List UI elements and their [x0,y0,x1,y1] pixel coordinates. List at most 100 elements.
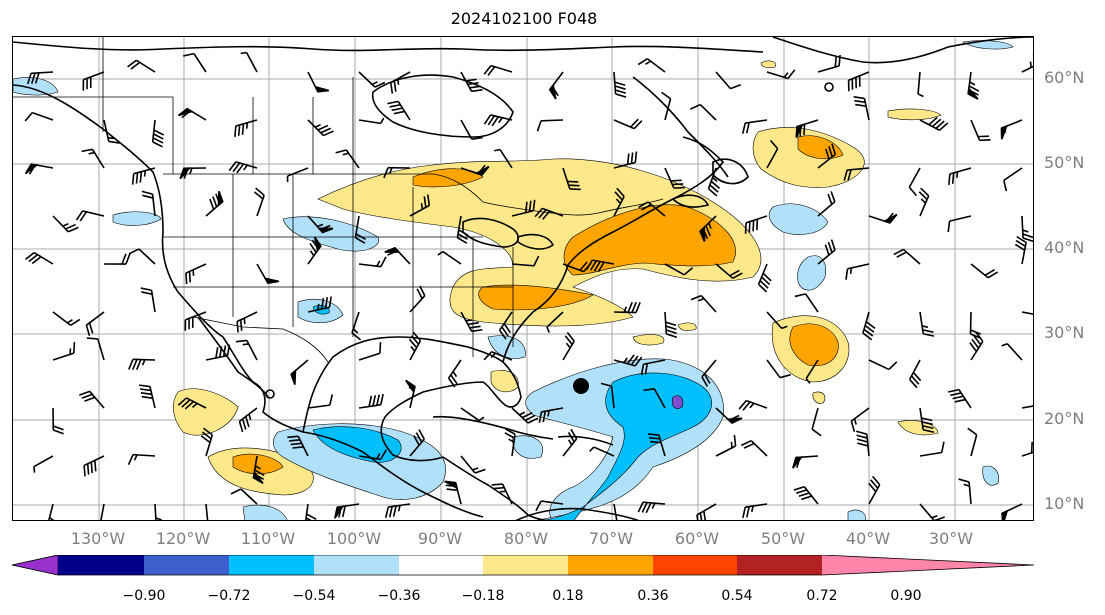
wind-barb [855,430,870,457]
wind-barb [405,379,416,409]
wind-barb [696,503,717,520]
colorbar-tick-label: −0.36 [377,588,421,604]
coastline-island [265,389,275,399]
wind-barb [868,212,898,224]
coastline-baja [197,316,269,398]
wind-barb [967,71,980,100]
wind-barb [1003,167,1023,192]
wind-barb [715,434,737,457]
wind-barb [908,359,922,389]
wind-barb [817,143,837,169]
wind-barb [151,119,165,148]
colorbar-segment-under [11,555,59,576]
wind-barb [1000,119,1023,140]
wind-barb [546,311,564,333]
wind-barb [511,255,540,267]
wind-barb [307,119,334,137]
wind-barb [970,263,999,279]
wind-barb [613,118,643,130]
anomaly-positive-light-region [677,322,697,331]
wind-barb [460,71,483,93]
anomaly-positive-mid-region [563,204,736,276]
wind-barb [103,253,131,265]
colorbar-segment [399,555,483,575]
anomaly-positive-light-region [887,108,942,121]
anomaly-negative-light-region [768,203,829,235]
wind-barb [85,311,105,336]
wind-barb [75,210,105,222]
wind-barb [358,256,387,268]
wind-barb [25,251,54,265]
coastline-canada-north [13,41,764,53]
colorbar-segment [568,555,653,575]
wind-barb [757,263,772,293]
wind-barb [240,51,258,73]
wind-barb [252,455,265,484]
wind-barb [664,167,685,189]
wind-barb [850,407,870,432]
wind-barb [358,449,387,461]
wind-barb [409,194,431,217]
wind-barb [948,388,972,409]
wind-barb [24,111,54,122]
wind-barb [637,58,666,73]
wind-barb [154,503,162,520]
wind-barb [1021,54,1033,73]
wind-barb [511,407,539,424]
wind-barb [707,167,721,197]
lon-label-120w: 120°W [155,529,211,548]
wind-barb [236,311,258,333]
anomaly-positive-light-region [812,391,826,404]
wind-barb [535,500,564,512]
wind-barb [843,167,870,181]
colorbar-tick-label: −0.90 [122,588,166,604]
wind-barb [868,475,881,505]
wind-barb [538,407,564,423]
wind-barb [536,119,564,132]
wind-barb [868,359,898,371]
wind-barb [766,311,788,330]
wind-barb [637,501,666,514]
wind-barb [969,332,984,361]
wind-barb [409,285,426,313]
forecast-map [13,37,1033,520]
wind-barb [456,215,469,244]
anomaly-negative-light-region [282,216,380,252]
colorbar-segment [144,555,229,575]
anomaly-negative-light-region [242,504,288,520]
anomaly-positive-light-region [752,127,865,188]
wind-barb [183,52,207,73]
wind-barb [1014,235,1027,265]
anomaly-positive-light-region [760,60,776,69]
wind-barb [1021,405,1033,409]
wind-barb [811,407,822,437]
wind-barb [661,91,672,121]
wind-barb [793,485,819,505]
wind-barb [351,311,362,341]
lat-label-30n: 30°N [1044,323,1085,342]
anomaly-negative-light-region [847,509,866,520]
wind-barb [1021,441,1033,457]
colorbar-tick-label: −0.18 [461,588,505,604]
wind-barb [409,429,425,457]
wind-barb [389,71,411,94]
wind-barb [511,199,536,217]
anomaly-negative-light-region [982,465,999,486]
coastline-newfoundland [712,158,749,185]
wind-barb [32,455,54,473]
wind-barb [640,359,666,376]
wind-barb [893,248,921,265]
anomaly-positive-light-region [490,369,519,393]
wind-barb [862,311,876,341]
wind-barb [562,331,575,361]
coastline-cuba [432,415,554,440]
wind-barb [304,503,317,520]
wind-barb [444,480,462,505]
lat-label-60n: 60°N [1044,68,1085,87]
wind-barb [460,164,490,176]
lon-label-130w: 130°W [70,529,126,548]
wind-barb [238,407,258,433]
anomaly-positive-mid-region [232,453,284,475]
coastline-us-east [502,136,725,363]
coastline-great-lakes [462,217,519,248]
